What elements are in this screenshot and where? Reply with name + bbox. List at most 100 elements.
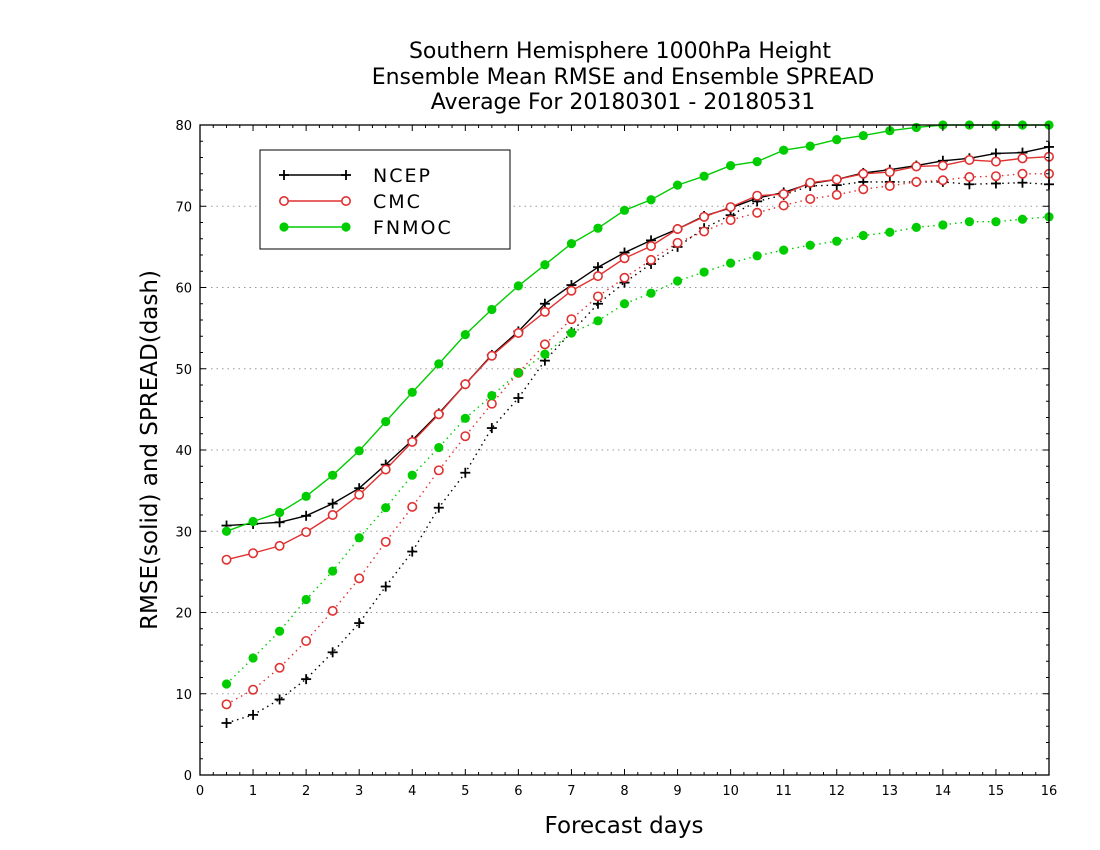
point-cmc-rmse-20 (752, 190, 763, 201)
point-fnmoc-spread-8 (434, 442, 444, 453)
y-tick-label: 60 (175, 282, 192, 297)
point-cmc-rmse-28 (964, 154, 975, 165)
point-fnmoc-rmse-11 (513, 281, 523, 291)
point-fnmoc-spread-25 (885, 227, 895, 237)
point-fnmoc-spread-13 (566, 328, 577, 338)
point-fnmoc-spread-1 (248, 653, 258, 663)
legend: NCEP CMC FNMOC (259, 149, 511, 250)
point-fnmoc-rmse-0 (221, 526, 232, 536)
legend-ncep-marker-left (279, 170, 289, 180)
point-cmc-rmse-29 (990, 156, 1001, 167)
point-fnmoc-spread-29 (991, 217, 1001, 227)
point-fnmoc-rmse-7 (407, 387, 417, 397)
point-cmc-spread-4 (327, 605, 338, 616)
point-fnmoc-spread-6 (381, 503, 391, 513)
point-fnmoc-spread-2 (274, 626, 285, 636)
point-fnmoc-rmse-6 (381, 416, 391, 427)
point-cmc-spread-9 (460, 431, 471, 442)
point-cmc-rmse-12 (539, 306, 550, 317)
legend-fnmoc-marker-right (341, 222, 351, 232)
point-cmc-spread-20 (752, 207, 763, 218)
point-cmc-spread-2 (274, 662, 285, 673)
legend-cmc-marker-left (278, 196, 289, 207)
point-ncep-rmse-3 (301, 510, 312, 521)
point-ncep-rmse-14 (592, 262, 603, 273)
point-fnmoc-rmse-17 (672, 180, 683, 190)
point-cmc-spread-19 (725, 215, 736, 226)
point-cmc-spread-26 (911, 176, 922, 187)
point-fnmoc-spread-15 (619, 299, 630, 309)
point-cmc-spread-27 (937, 175, 948, 186)
point-cmc-rmse-19 (725, 202, 736, 213)
point-cmc-spread-24 (858, 184, 869, 195)
y-tick-label: 20 (175, 607, 192, 622)
point-cmc-spread-0 (221, 699, 232, 710)
point-fnmoc-spread-19 (726, 258, 736, 268)
point-cmc-spread-28 (964, 172, 975, 183)
legend-box (259, 149, 511, 250)
point-fnmoc-rmse-15 (619, 205, 630, 215)
point-fnmoc-spread-9 (460, 413, 470, 423)
point-cmc-spread-21 (778, 200, 789, 211)
x-axis-label: Forecast days (545, 813, 704, 839)
point-ncep-spread-1 (248, 709, 259, 720)
point-cmc-spread-1 (248, 684, 259, 695)
x-tick-label: 15 (988, 784, 1005, 799)
x-tick-label: 14 (935, 784, 952, 799)
point-fnmoc-rmse-9 (460, 330, 470, 340)
x-tick-label: 6 (514, 784, 522, 799)
legend-ncep-label: NCEP (373, 165, 432, 187)
point-cmc-rmse-21 (778, 189, 789, 200)
point-ncep-spread-10 (486, 423, 497, 434)
point-cmc-rmse-17 (672, 224, 683, 235)
x-tick-label: 0 (196, 784, 204, 799)
series-layer (221, 120, 1055, 728)
point-cmc-spread-23 (831, 189, 842, 200)
point-cmc-rmse-3 (301, 527, 312, 538)
point-fnmoc-spread-10 (487, 390, 497, 401)
point-fnmoc-rmse-22 (805, 141, 815, 151)
point-fnmoc-spread-20 (752, 251, 762, 261)
legend-fnmoc-marker-left (279, 222, 289, 232)
legend-ncep-marker-right (341, 170, 351, 180)
y-axis-label: RMSE(solid) and SPREAD(dash) (137, 270, 163, 630)
y-tick-label: 80 (175, 119, 192, 134)
point-cmc-rmse-2 (274, 540, 285, 551)
y-tick-label: 10 (175, 688, 192, 703)
x-tick-label: 2 (302, 784, 310, 799)
point-cmc-spread-12 (539, 339, 550, 350)
x-tick-label: 16 (1041, 784, 1058, 799)
x-tick-label: 1 (249, 784, 257, 799)
point-cmc-spread-18 (699, 226, 710, 237)
y-tick-label: 50 (175, 363, 192, 378)
point-cmc-rmse-24 (858, 168, 869, 179)
point-cmc-rmse-14 (592, 271, 603, 282)
point-fnmoc-spread-28 (964, 217, 975, 227)
point-ncep-spread-30 (1017, 177, 1028, 188)
point-fnmoc-spread-24 (858, 230, 868, 241)
point-cmc-rmse-11 (513, 327, 524, 338)
x-tick-label: 12 (828, 784, 845, 799)
point-cmc-spread-8 (433, 465, 444, 476)
point-ncep-spread-2 (274, 694, 285, 705)
point-fnmoc-spread-30 (1017, 214, 1028, 224)
point-ncep-spread-11 (513, 393, 524, 403)
x-tick-label: 7 (567, 784, 575, 799)
point-cmc-spread-16 (646, 254, 657, 265)
point-fnmoc-spread-11 (513, 368, 523, 378)
point-fnmoc-rmse-2 (274, 507, 285, 518)
point-cmc-rmse-22 (805, 177, 816, 188)
point-cmc-rmse-5 (354, 489, 365, 500)
legend-fnmoc-label: FNMOC (373, 217, 453, 239)
point-cmc-spread-10 (486, 398, 497, 409)
legend-cmc-marker-right (340, 196, 351, 207)
chart-title-line-2: Ensemble Mean RMSE and Ensemble SPREAD (372, 65, 875, 90)
point-fnmoc-rmse-19 (726, 161, 736, 171)
point-fnmoc-rmse-5 (354, 446, 364, 456)
point-ncep-spread-5 (354, 618, 365, 629)
point-cmc-spread-3 (301, 635, 312, 646)
legend-cmc-label: CMC (373, 191, 422, 213)
chart-title: Southern Hemisphere 1000hPa Height Ensem… (372, 39, 875, 115)
point-cmc-rmse-6 (380, 464, 391, 475)
